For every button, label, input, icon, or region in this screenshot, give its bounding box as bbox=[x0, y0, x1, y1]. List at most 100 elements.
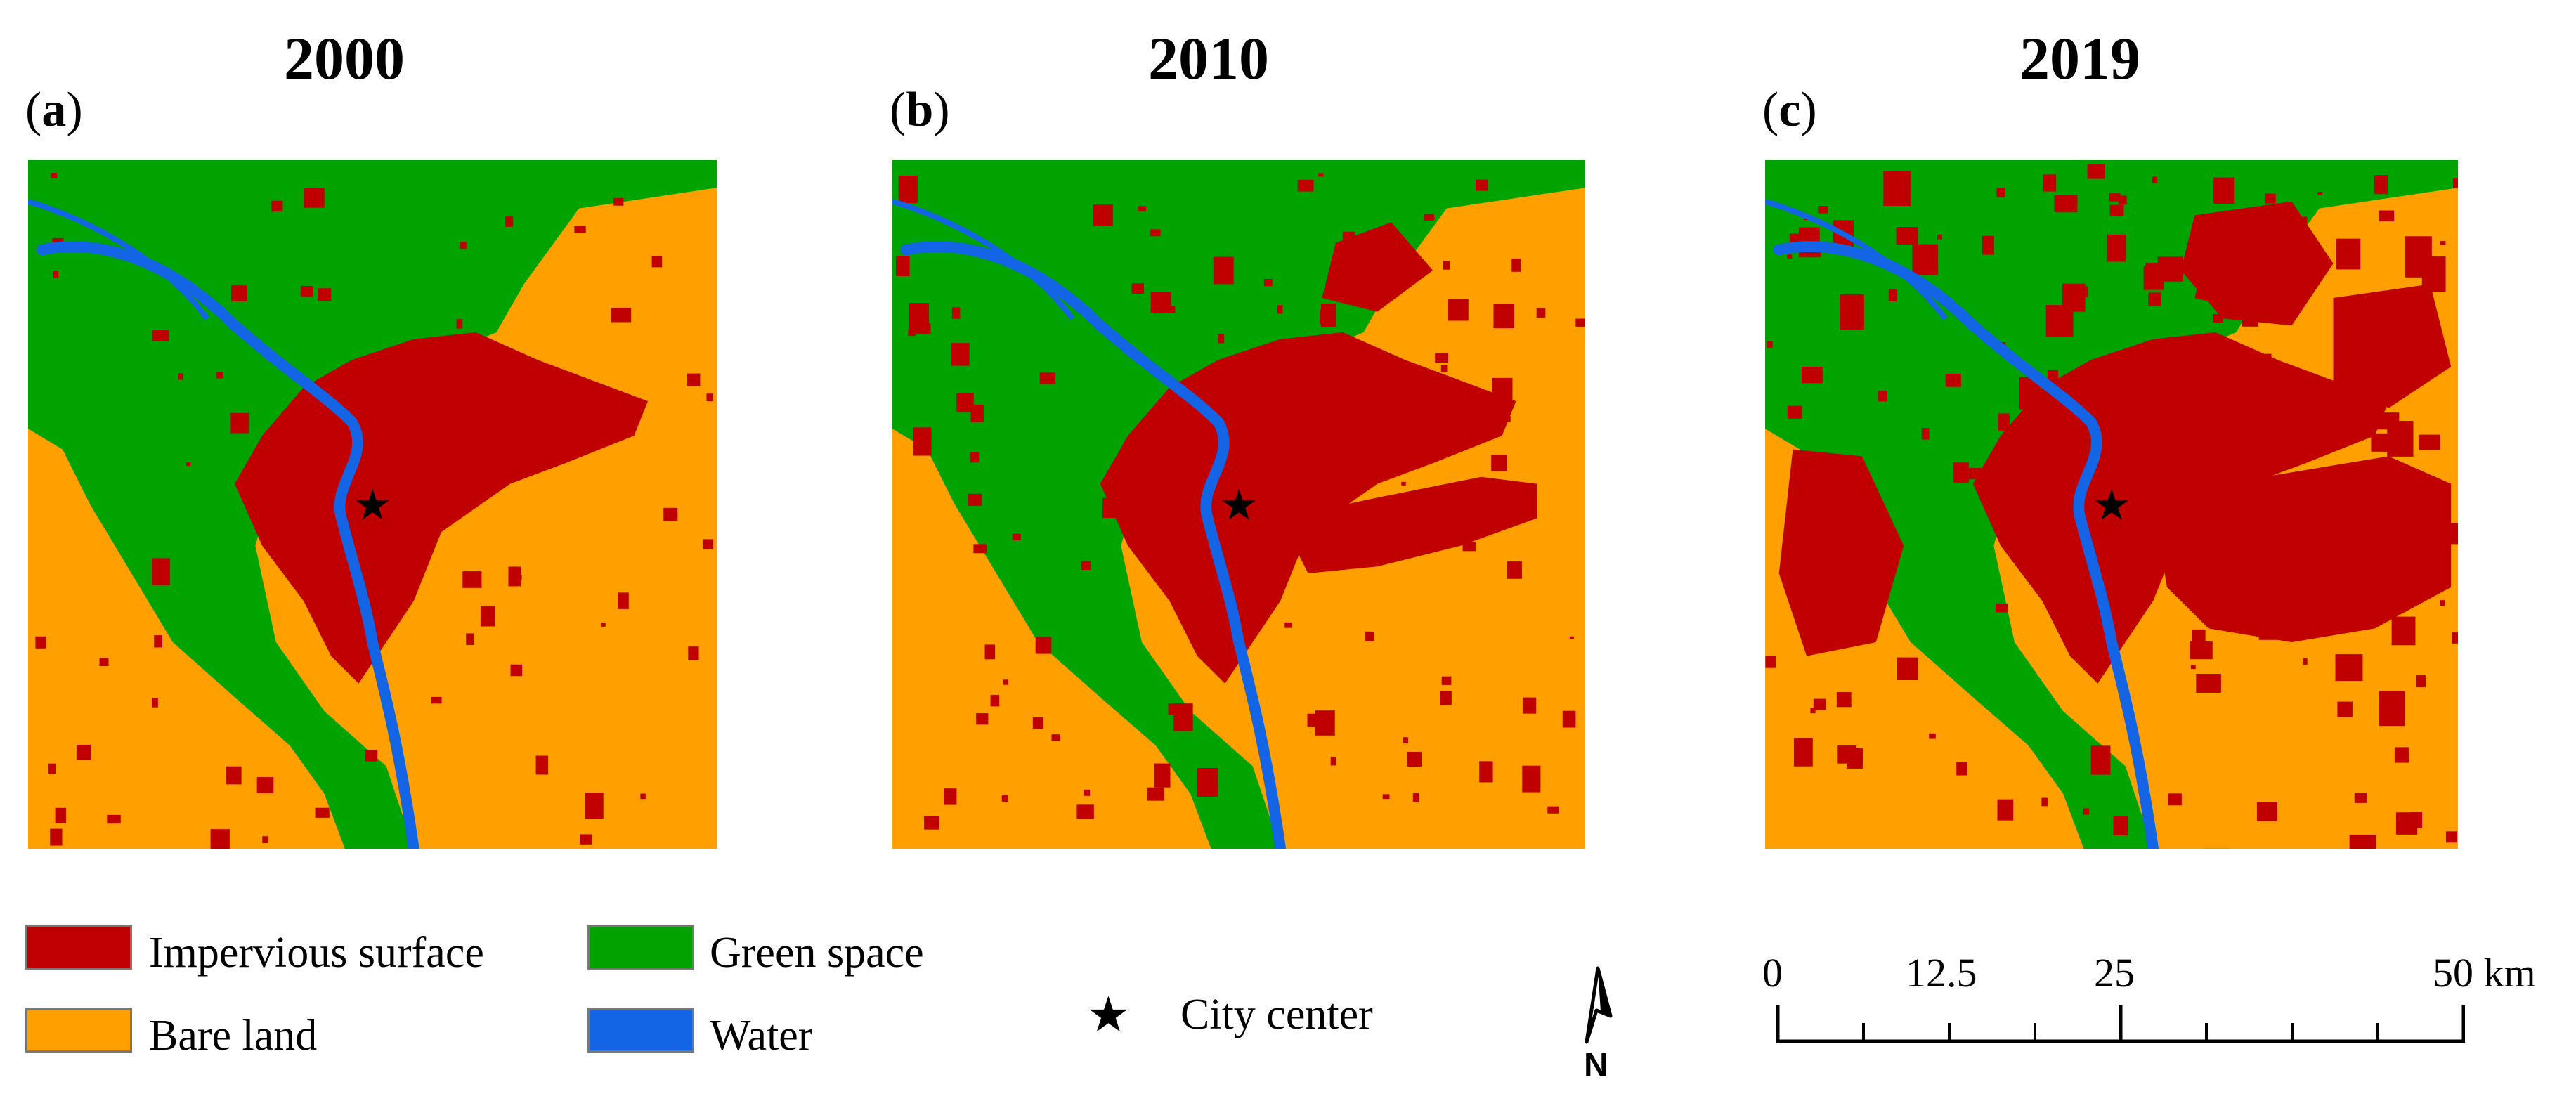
impervious-patch bbox=[2256, 802, 2277, 821]
impervious-patch bbox=[1912, 244, 1939, 275]
impervious-patch bbox=[580, 834, 592, 845]
impervious-patch bbox=[663, 507, 678, 521]
impervious-patch bbox=[178, 373, 183, 380]
impervious-patch bbox=[574, 226, 586, 233]
impervious-patch bbox=[1342, 231, 1355, 240]
impervious-patch bbox=[50, 828, 63, 846]
impervious-patch bbox=[1424, 214, 1435, 221]
impervious-patch bbox=[1945, 373, 1961, 387]
impervious-patch bbox=[99, 658, 109, 667]
impervious-patch bbox=[2452, 178, 2458, 189]
impervious-patch bbox=[2074, 286, 2088, 297]
impervious-patch bbox=[315, 807, 330, 818]
impervious-patch bbox=[2109, 204, 2124, 216]
urban-core-area bbox=[235, 332, 648, 684]
impervious-patch bbox=[1836, 691, 1852, 708]
impervious-patch bbox=[1575, 318, 1585, 327]
scale-tick-50-km: 50 km bbox=[2433, 950, 2536, 996]
impervious-patch bbox=[535, 755, 549, 775]
year-title-b: 2010 bbox=[1148, 25, 1269, 92]
impervious-patch bbox=[2043, 174, 2057, 192]
city-center-star-icon: ★ bbox=[1086, 989, 1131, 1043]
impervious-patch bbox=[984, 644, 996, 660]
impervious-patch bbox=[2192, 629, 2206, 644]
impervious-patch bbox=[1365, 631, 1374, 641]
impervious-patch bbox=[1169, 306, 1176, 313]
north-arrow-icon: N bbox=[1566, 961, 1629, 1081]
impervious-patch bbox=[2371, 433, 2393, 452]
impervious-patch bbox=[2349, 835, 2376, 849]
impervious-patch bbox=[2118, 195, 2127, 205]
river-branch-water bbox=[892, 199, 1075, 320]
impervious-patch bbox=[2303, 658, 2308, 665]
impervious-patch bbox=[226, 766, 242, 785]
city-center-star-icon: ★ bbox=[2093, 483, 2131, 530]
impervious-patch bbox=[1039, 372, 1056, 384]
impervious-patch bbox=[1897, 657, 1918, 680]
impervious-patch bbox=[1213, 256, 1234, 285]
impervious-patch bbox=[1150, 229, 1161, 237]
impervious-patch bbox=[2452, 632, 2458, 644]
impervious-patch bbox=[1003, 679, 1008, 685]
impervious-patch bbox=[1093, 204, 1113, 226]
impervious-patch bbox=[231, 285, 247, 301]
impervious-patch bbox=[1401, 481, 1406, 486]
impervious-patch bbox=[210, 829, 230, 849]
river-water bbox=[1773, 241, 2159, 849]
impervious-patch bbox=[2335, 654, 2363, 682]
impervious-patch bbox=[1197, 767, 1218, 797]
land-cover-map-2019: ★ bbox=[1765, 160, 2458, 849]
impervious-patch bbox=[1382, 794, 1390, 800]
impervious-patch bbox=[687, 373, 701, 386]
impervious-patch bbox=[1511, 258, 1521, 272]
impervious-patch bbox=[508, 566, 521, 587]
impervious-patch bbox=[688, 646, 699, 660]
impervious-patch bbox=[908, 330, 916, 337]
city-center-star-icon: ★ bbox=[353, 483, 391, 530]
impervious-patch bbox=[2087, 164, 2105, 179]
impervious-patch bbox=[256, 777, 274, 793]
impervious-patch bbox=[1793, 738, 1813, 767]
water-label: Water bbox=[710, 1012, 813, 1060]
impervious-patch bbox=[2337, 701, 2353, 717]
impervious-patch bbox=[1131, 283, 1145, 294]
impervious-patch bbox=[651, 256, 663, 268]
city-center-star-icon: ★ bbox=[1220, 483, 1258, 530]
impervious-patch bbox=[2317, 191, 2323, 195]
bare-land-swatch bbox=[25, 1008, 132, 1053]
map-canvas: ★ bbox=[892, 160, 1585, 849]
impervious-patch bbox=[1476, 179, 1488, 191]
impervious-patch bbox=[152, 558, 170, 585]
impervious-patch bbox=[1173, 703, 1193, 731]
impervious-patch bbox=[618, 592, 629, 609]
river-water bbox=[900, 241, 1287, 849]
impervious-patch bbox=[956, 393, 974, 412]
impervious-patch bbox=[1888, 289, 1897, 301]
impervious-patch bbox=[216, 372, 223, 379]
impervious-patch bbox=[601, 623, 606, 627]
impervious-patch bbox=[2083, 808, 2090, 815]
impervious-patch bbox=[2148, 292, 2161, 306]
urban-expansion-area bbox=[2180, 201, 2334, 326]
impervious-patch bbox=[1012, 533, 1021, 541]
impervious-patch bbox=[1937, 234, 1943, 240]
impervious-patch bbox=[48, 763, 56, 774]
impervious-patch bbox=[466, 633, 474, 646]
impervious-patch bbox=[462, 571, 482, 588]
scale-bar bbox=[1776, 998, 2465, 1047]
impervious-patch bbox=[1878, 391, 1887, 402]
water-swatch bbox=[587, 1008, 694, 1053]
panel-label-b: (b) bbox=[890, 83, 950, 137]
impervious-patch bbox=[2107, 234, 2126, 262]
impervious-patch bbox=[2265, 193, 2276, 204]
impervious-patch bbox=[895, 256, 910, 276]
impervious-patch bbox=[55, 807, 67, 823]
impervious-patch bbox=[1956, 762, 1967, 776]
impervious-patch bbox=[2109, 193, 2121, 202]
green-space-area bbox=[28, 160, 717, 849]
impervious-patch bbox=[2047, 370, 2059, 383]
impervious-patch bbox=[2336, 238, 2361, 270]
impervious-patch bbox=[2190, 641, 2213, 660]
impervious-patch bbox=[951, 343, 970, 366]
impervious-patch bbox=[152, 330, 169, 341]
